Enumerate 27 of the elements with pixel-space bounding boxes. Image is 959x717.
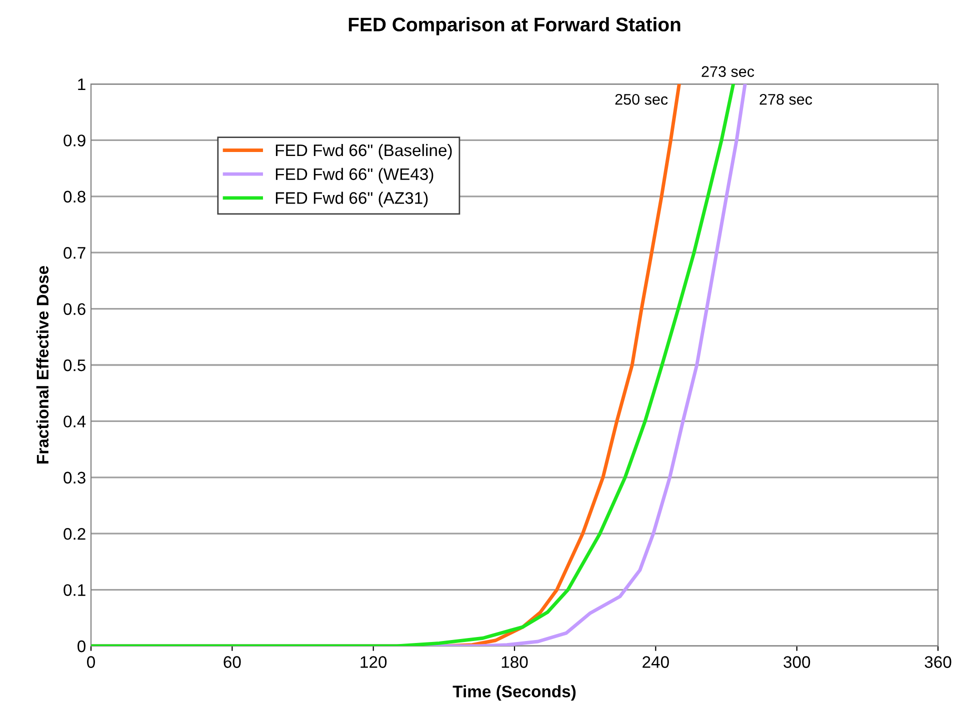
y-tick-label: 0.6 (64, 303, 86, 316)
y-tick-label: 0.7 (64, 247, 86, 259)
y-tick-label: 0.4 (64, 416, 86, 428)
x-axis-title: Time (Seconds) (452, 685, 576, 701)
annotation: 273 sec (702, 66, 754, 77)
x-tick-label: 180 (502, 656, 528, 668)
chart-title: FED Comparison at Forward Station (348, 17, 680, 36)
legend-label: FED Fwd 66" (AZ31) (276, 192, 428, 208)
y-tick-label: 0.3 (64, 472, 86, 484)
x-tick-label: 120 (360, 656, 387, 668)
y-tick-label: 0.1 (64, 584, 86, 596)
y-tick-label: 1 (78, 78, 86, 90)
y-axis-title: Fractional Effective Dose (36, 266, 49, 464)
x-tick-label: 240 (642, 656, 669, 668)
legend-label: FED Fwd 66" (WE43) (276, 168, 434, 184)
x-tick-label: 0 (87, 656, 95, 668)
y-tick-label: 0.9 (64, 134, 86, 146)
y-tick-label: 0 (78, 640, 86, 652)
annotation: 278 sec (760, 94, 812, 105)
x-tick-label: 360 (924, 656, 952, 668)
x-tick-label: 60 (224, 656, 241, 668)
x-tick-label: 300 (784, 656, 810, 668)
annotation: 250 sec (615, 94, 668, 105)
legend-label: FED Fwd 66" (Baseline) (276, 144, 452, 160)
y-tick-label: 0.8 (64, 190, 86, 203)
y-tick-label: 0.2 (64, 528, 86, 540)
y-tick-label: 0.5 (64, 359, 86, 372)
